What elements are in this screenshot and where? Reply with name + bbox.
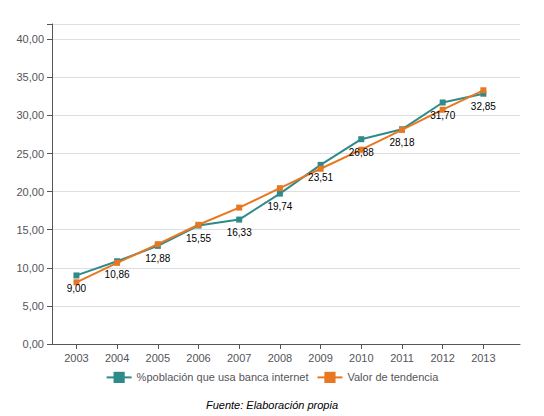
svg-text:15,55: 15,55	[186, 233, 211, 244]
svg-text:5,00: 5,00	[23, 300, 44, 312]
svg-text:2009: 2009	[308, 352, 332, 364]
svg-text:2004: 2004	[105, 352, 129, 364]
svg-text:19,74: 19,74	[267, 201, 292, 212]
svg-text:40,00: 40,00	[16, 33, 44, 45]
svg-text:12,88: 12,88	[145, 253, 170, 264]
svg-text:2010: 2010	[349, 352, 373, 364]
svg-text:31,70: 31,70	[430, 110, 455, 121]
svg-text:30,00: 30,00	[16, 109, 44, 121]
svg-text:32,85: 32,85	[471, 101, 496, 112]
svg-text:2005: 2005	[146, 352, 170, 364]
svg-text:15,00: 15,00	[16, 224, 44, 236]
svg-text:2011: 2011	[390, 352, 414, 364]
svg-text:10,00: 10,00	[16, 262, 44, 274]
svg-text:20,00: 20,00	[16, 186, 44, 198]
svg-text:28,18: 28,18	[389, 137, 414, 148]
svg-text:35,00: 35,00	[16, 71, 44, 83]
svg-text:26,88: 26,88	[349, 147, 374, 158]
svg-text:2012: 2012	[430, 352, 454, 364]
svg-text:10,86: 10,86	[105, 269, 130, 280]
svg-text:0,00: 0,00	[23, 338, 44, 350]
svg-text:2013: 2013	[471, 352, 495, 364]
svg-text:9,00: 9,00	[67, 283, 87, 294]
svg-text:2008: 2008	[268, 352, 292, 364]
svg-text:2006: 2006	[186, 352, 210, 364]
svg-text:2007: 2007	[227, 352, 251, 364]
svg-text:25,00: 25,00	[16, 148, 44, 160]
svg-text:16,33: 16,33	[227, 227, 252, 238]
svg-text:%población que usa banca inter: %población que usa banca internet	[137, 371, 309, 383]
svg-text:Fuente: Elaboración propia: Fuente: Elaboración propia	[206, 399, 338, 411]
svg-text:23,51: 23,51	[308, 172, 333, 183]
svg-text:2003: 2003	[64, 352, 88, 364]
svg-text:Valor de tendencia: Valor de tendencia	[347, 371, 439, 383]
